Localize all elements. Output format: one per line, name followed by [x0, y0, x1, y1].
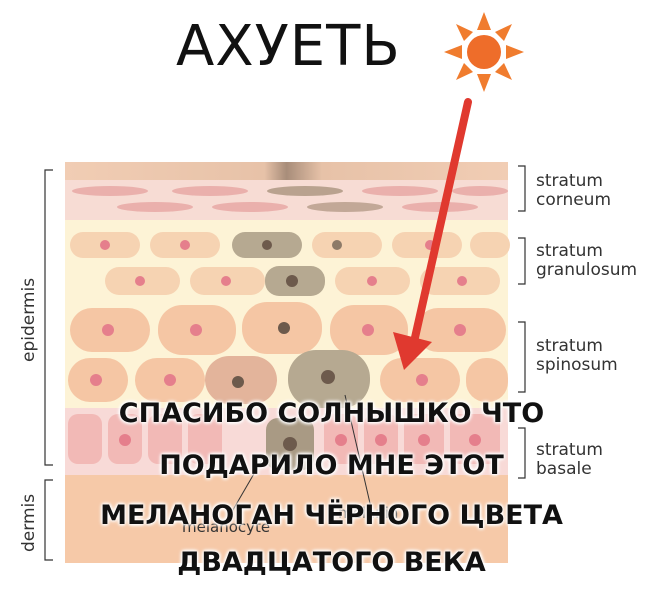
nucleus [119, 434, 131, 446]
nucleus [454, 324, 466, 336]
corneum-cell [212, 202, 288, 212]
nucleus [100, 240, 110, 250]
corneum-cell [172, 186, 248, 196]
corneum-bracket [518, 165, 526, 212]
nucleus [362, 324, 374, 336]
arrow-icon [393, 98, 472, 370]
caption-line-1: СПАСИБО СОЛНЫШКО ЧТО [118, 398, 545, 429]
dermis-bracket [44, 479, 53, 561]
corneum-cells [72, 186, 508, 212]
nucleus [164, 374, 176, 386]
nucleus [457, 276, 467, 286]
stratum-corneum-top-band [65, 162, 508, 180]
dermis-band [65, 475, 508, 563]
meme-title: АХУЕТЬ [176, 14, 401, 79]
nucleus [262, 240, 272, 250]
caption-line-4: ДВАДЦАТОГО ВЕКА [177, 547, 486, 578]
spinosum-cells [68, 302, 508, 408]
melanin-leader-line [344, 394, 373, 513]
caption-line-2: ПОДАРИЛО МНЕ ЭТОТ [159, 450, 504, 481]
nucleus [135, 276, 145, 286]
nucleus [469, 434, 481, 446]
nucleus [90, 374, 102, 386]
basale-cell [68, 414, 102, 464]
granulosum-cells [70, 232, 510, 296]
basale-bracket [518, 427, 526, 479]
nucleus [332, 240, 342, 250]
corneum-cell [117, 202, 193, 212]
epidermis-bracket [44, 169, 53, 466]
basale-cell [148, 414, 182, 464]
spinosum-cell [466, 358, 508, 402]
spinosum-bracket [518, 321, 526, 393]
stratum-granulosum-label: stratum granulosum [536, 241, 638, 280]
nucleus [367, 276, 377, 286]
nucleus [286, 275, 298, 287]
stratum-corneum-label: stratum corneum [536, 171, 612, 210]
sun-icon [444, 12, 524, 92]
basale-cell [188, 414, 222, 464]
stratum-basale-label: stratum basale [536, 440, 603, 479]
epidermis-label: epidermis [19, 277, 39, 362]
nucleus [102, 324, 114, 336]
nucleus [278, 322, 290, 334]
nucleus [190, 324, 202, 336]
nucleus [221, 276, 231, 286]
nucleus [416, 374, 428, 386]
granulosum-bracket [518, 237, 526, 285]
nucleus [335, 434, 347, 446]
corneum-cell [402, 202, 478, 212]
nucleus [321, 370, 335, 384]
corneum-cell [72, 186, 148, 196]
melanocyte-label: melanocyte [182, 518, 271, 536]
nucleus [418, 434, 430, 446]
granulosum-cell [470, 232, 510, 258]
corneum-cell [307, 202, 383, 212]
corneum-cell [452, 186, 508, 196]
stratum-spinosum-label: stratum spinosum [536, 336, 618, 375]
nucleus [180, 240, 190, 250]
corneum-cell [362, 186, 438, 196]
corneum-cell [267, 186, 343, 196]
caption-line-3: МЕЛАНОГАН ЧЁРНОГО ЦВЕТА [100, 500, 563, 531]
melanocyte-leader-line [229, 459, 263, 516]
nucleus [375, 434, 387, 446]
basale-cells [68, 414, 500, 470]
nucleus [232, 376, 244, 388]
granulosum-cell [312, 232, 382, 258]
nucleus [283, 437, 297, 451]
melanin-label: melanin [338, 504, 399, 522]
